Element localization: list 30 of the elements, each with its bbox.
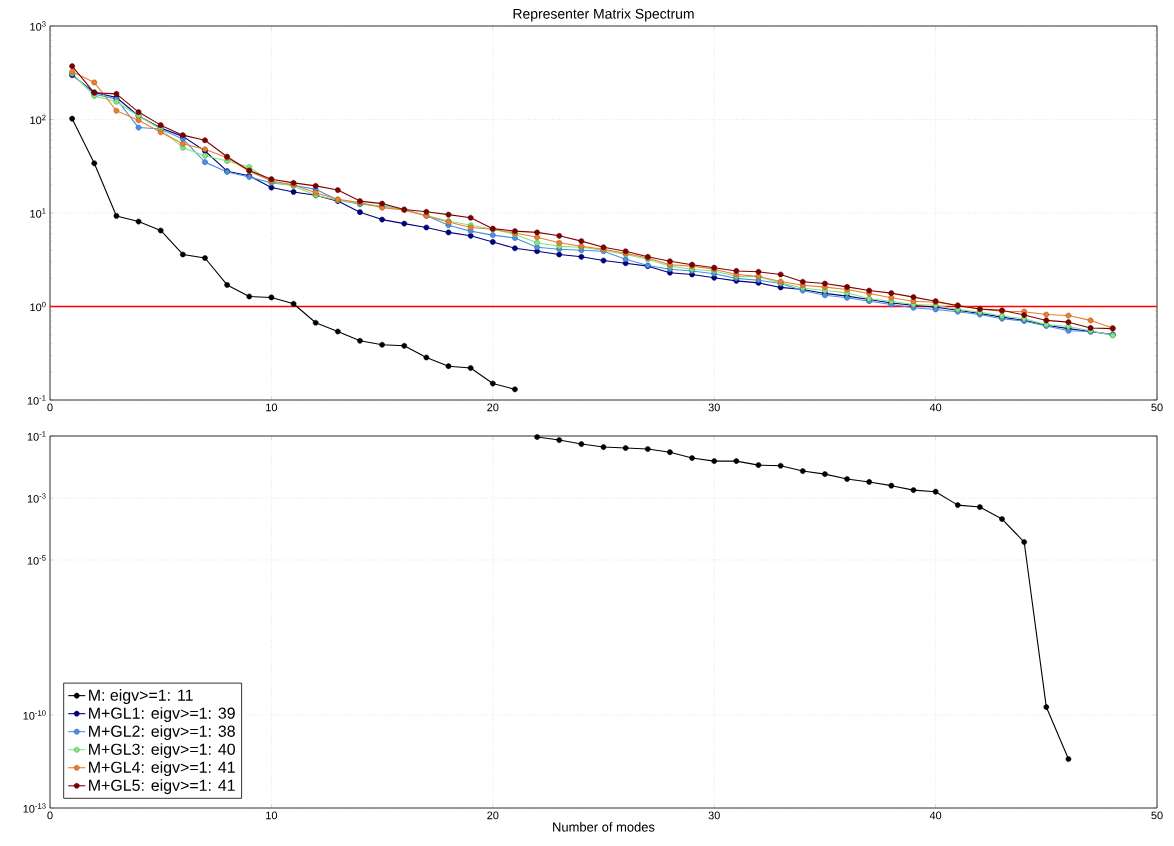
x-tick-label: 20 xyxy=(487,403,499,412)
legend-label: M+GL2: eigv>=1: 38 xyxy=(89,725,235,741)
x-tick-label: 20 xyxy=(487,811,499,820)
y-tick-label: 10$^{1}$ xyxy=(30,208,46,218)
y-tick-label: 10$^{-1}$ xyxy=(27,431,46,441)
x-tick-label: 0 xyxy=(47,811,53,820)
y-tick-label: 10$^{-13}$ xyxy=(23,803,46,813)
y-tick-label: 10$^{0}$ xyxy=(30,301,46,312)
x-tick-label: 50 xyxy=(1151,811,1163,820)
x-tick-label: 10 xyxy=(266,811,278,820)
y-tick-label: 10$^{-1}$ xyxy=(27,395,46,405)
x-tick-label: 40 xyxy=(929,811,942,820)
legend-label: M+GL1: eigv>=1: 39 xyxy=(89,707,235,723)
legend-label: M+GL4: eigv>=1: 41 xyxy=(89,761,235,777)
legend-label: M: eigv>=1: 11 xyxy=(89,689,193,704)
y-tick-label: 10$^{-10}$ xyxy=(23,710,46,720)
x-tick-label: 0 xyxy=(47,403,53,412)
y-tick-label: 10$^{3}$ xyxy=(30,21,46,31)
chart-title: Representer Matrix Spectrum xyxy=(513,8,694,22)
x-tick-label: 30 xyxy=(708,811,720,820)
y-tick-label: 10$^{2}$ xyxy=(30,114,46,125)
x-tick-label: 40 xyxy=(929,403,942,412)
x-tick-label: 30 xyxy=(708,403,720,412)
x-tick-label: 10 xyxy=(266,403,278,412)
legend-label: M+GL5: eigv>=1: 41 xyxy=(89,779,235,795)
x-axis-title: Number of modes xyxy=(553,822,655,832)
x-tick-label: 50 xyxy=(1151,403,1163,412)
y-tick-label: 10$^{-5}$ xyxy=(27,555,46,565)
legend-label: M+GL3: eigv>=1: 40 xyxy=(89,743,235,759)
y-tick-label: 10$^{-3}$ xyxy=(27,493,46,503)
